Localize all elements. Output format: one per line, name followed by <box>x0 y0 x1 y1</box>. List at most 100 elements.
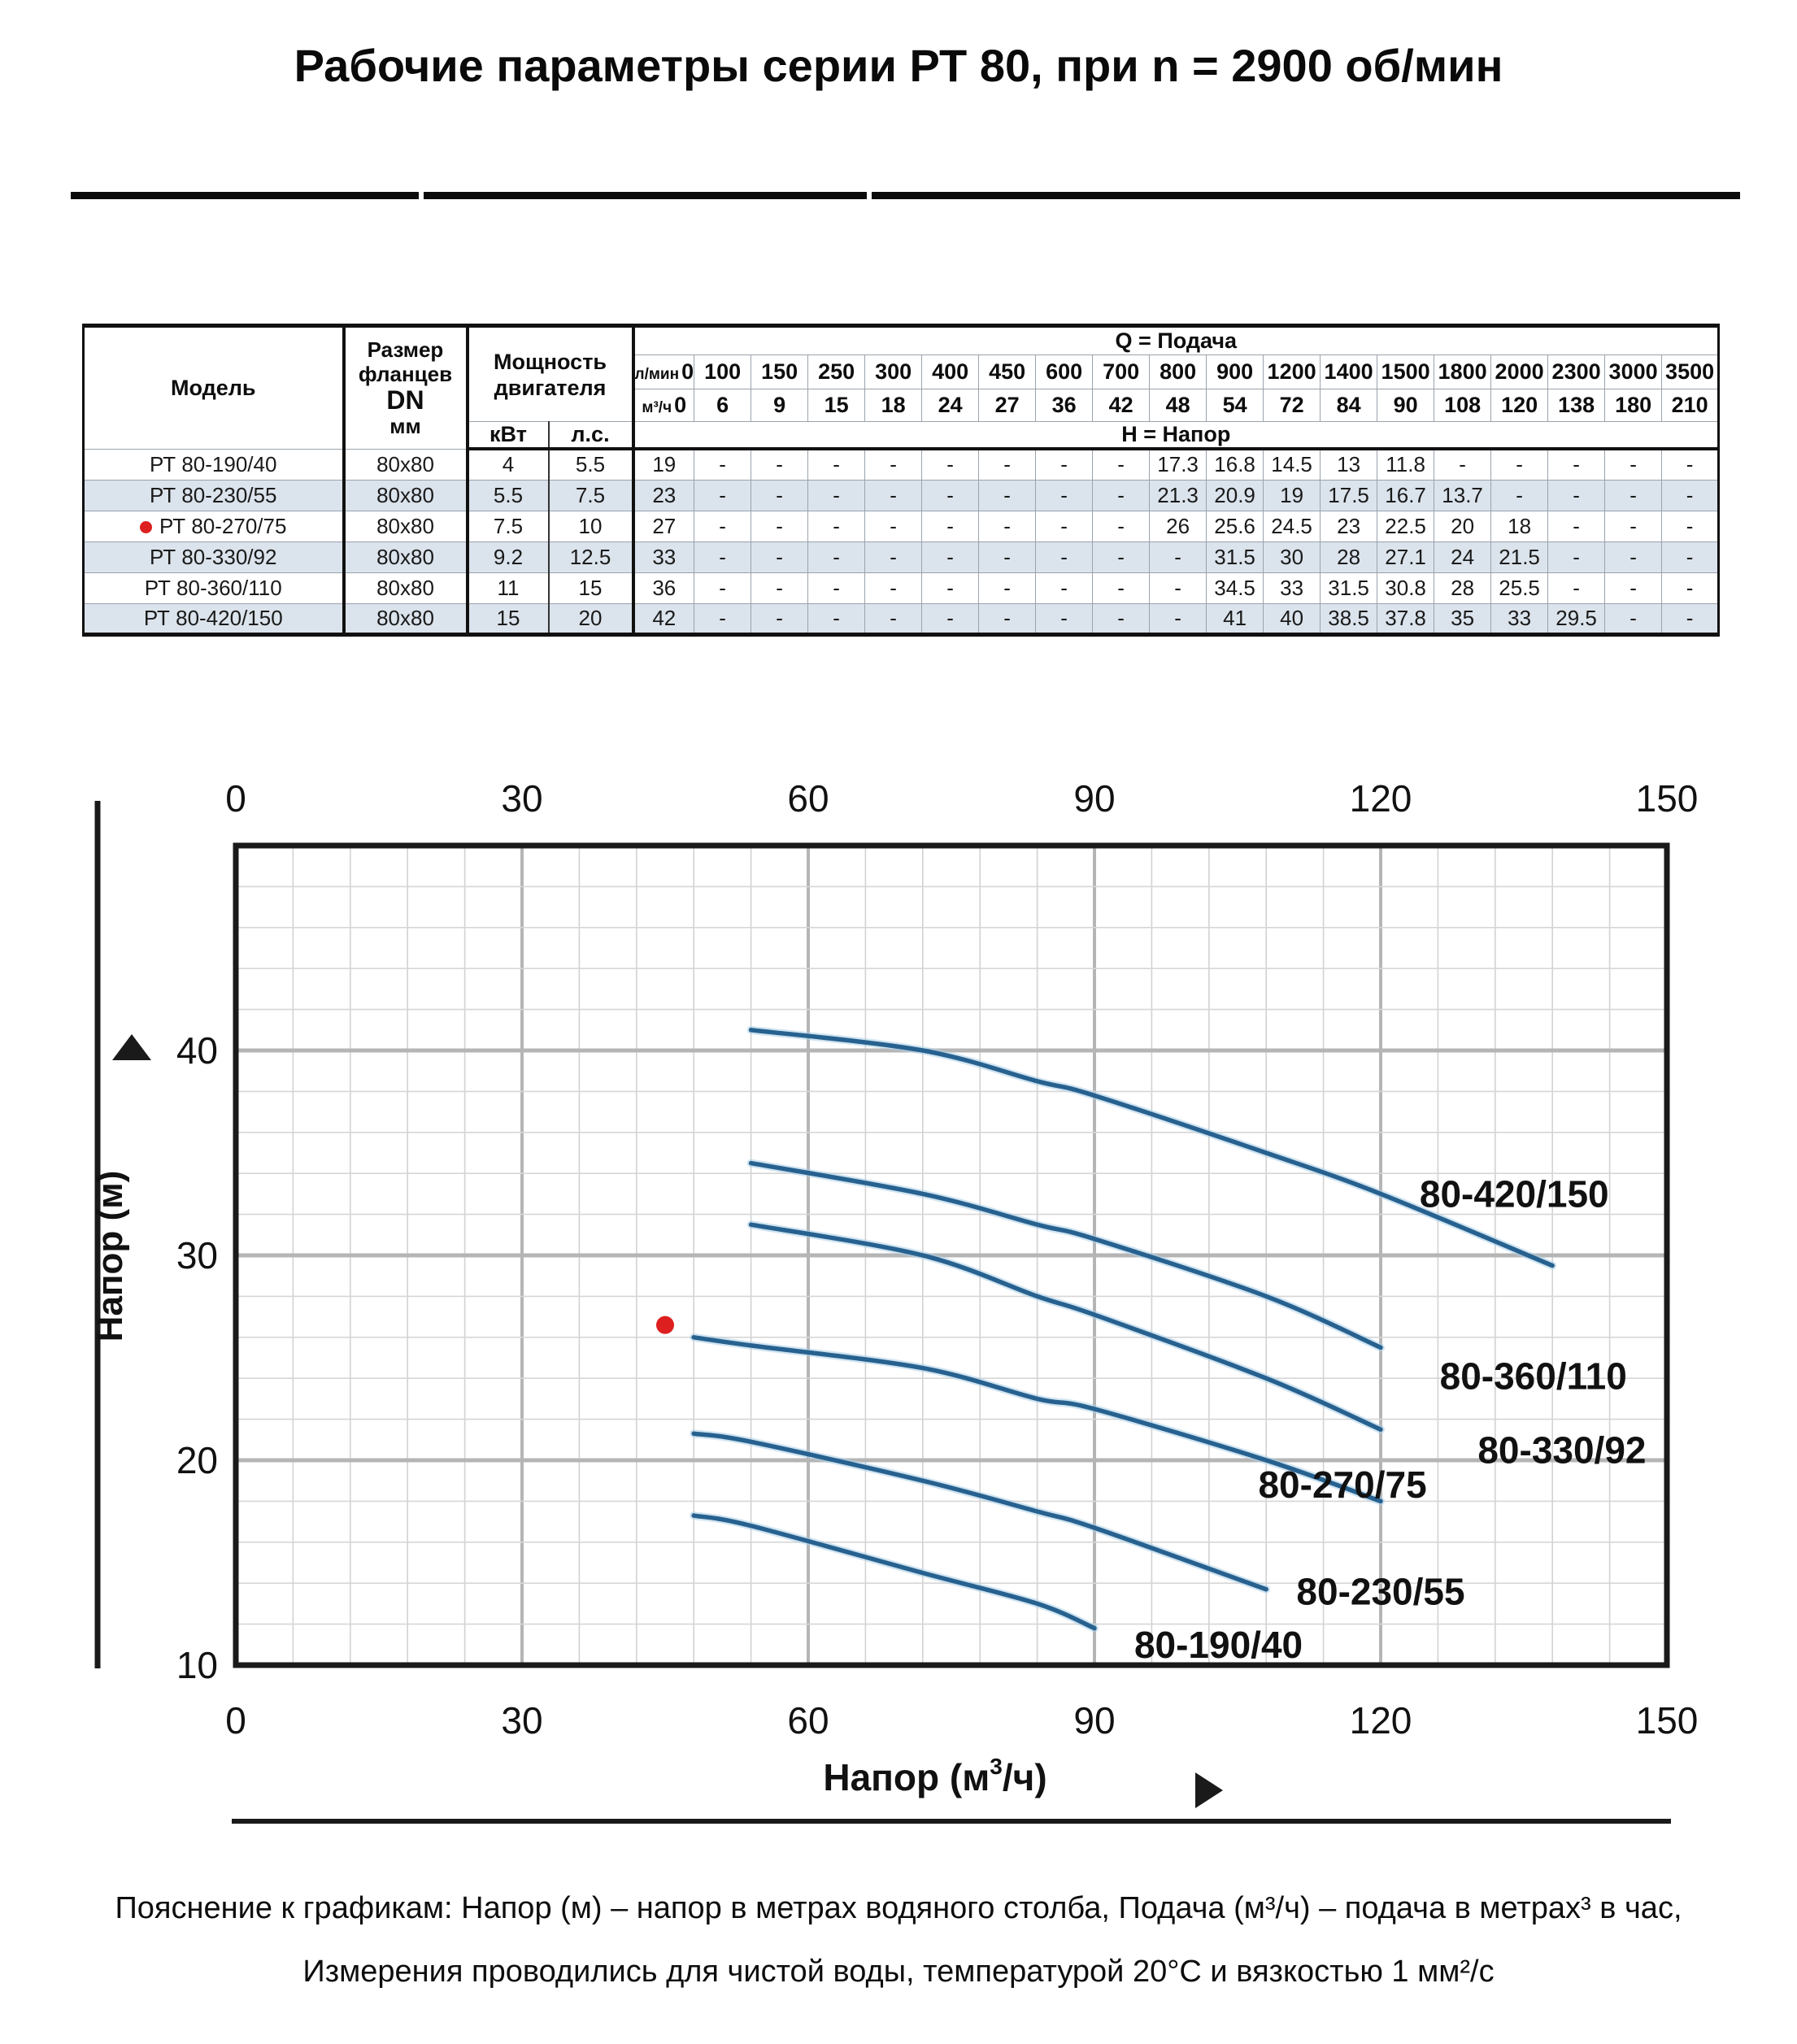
head-value-cell: - <box>978 479 1037 511</box>
flow-header-cell: 300 <box>864 354 923 389</box>
curve-80-270/75 <box>691 1335 1383 1504</box>
head-value-cell: - <box>1604 572 1663 604</box>
flow-header-cell: л/мин 0 <box>632 354 695 389</box>
q-section-title: Q = Подача <box>632 325 1720 355</box>
flow-value: 0 <box>681 359 694 384</box>
head-value-cell: - <box>807 541 866 573</box>
head-value-cell: 25.5 <box>1490 572 1549 604</box>
model-name: РТ 80-420/150 <box>83 602 346 635</box>
model-name: РТ 80-330/92 <box>83 541 346 573</box>
flange-header-line: DN <box>386 385 424 415</box>
curve-label-80-330/92: 80-330/92 <box>1477 1429 1646 1471</box>
flow-header-cell: 1400 <box>1320 354 1378 389</box>
flow-header-cell: 900 <box>1206 354 1264 389</box>
power-header-line: Мощность <box>493 349 607 374</box>
power-header-line: двигателя <box>494 375 607 400</box>
head-value-cell: 25.6 <box>1206 510 1264 542</box>
page-title: Рабочие параметры серии РТ 80, при n = 2… <box>294 40 1503 91</box>
head-value-cell: - <box>1149 541 1207 573</box>
head-value-cell: - <box>1092 541 1151 573</box>
head-value-cell: - <box>1604 510 1663 542</box>
head-value-cell: - <box>1661 479 1720 511</box>
table-row: РТ 80-330/92 80х80 9.2 12.5 33- - - - - - - - -31.5 3… <box>83 541 1720 573</box>
flow-header-cell: м³/ч 0 <box>632 389 695 422</box>
head-value-cell: - <box>978 572 1037 604</box>
head-value-cell: - <box>864 602 923 635</box>
head-value-cell: - <box>864 572 923 604</box>
curve-80-330/92 <box>748 1222 1383 1432</box>
flow-header-cell: 36 <box>1035 389 1094 422</box>
head-value-cell: - <box>1092 510 1151 542</box>
flow-header-cell: 150 <box>751 354 809 389</box>
flow-header-cell: 108 <box>1434 389 1492 422</box>
power-kw-value: 7.5 <box>467 510 550 542</box>
flow-header-cell: 54 <box>1206 389 1264 422</box>
table-row: РТ 80-190/40 80х80 4 5.5 19- - - - - - - -17.3 16.8 1… <box>83 448 1720 481</box>
x-tick-top: 60 <box>787 777 829 820</box>
marked-model-dot-icon <box>140 521 153 534</box>
head-value-cell: - <box>1035 479 1094 511</box>
flow-header-cell: 42 <box>1092 389 1151 422</box>
head-value-cell: - <box>751 602 809 635</box>
model-text: РТ 80-270/75 <box>159 513 287 538</box>
flow-header-cell: 18 <box>864 389 923 422</box>
head-value-cell: - <box>694 602 752 635</box>
flange-value: 80х80 <box>343 479 469 511</box>
duty-point-marker <box>656 1316 674 1334</box>
curve-labels: 80-190/40 80-230/55 80-270/75 80-330/92 80-3… <box>1134 1172 1647 1665</box>
power-kw-value: 11 <box>467 572 550 604</box>
divider-rule <box>872 192 1740 199</box>
head-value-cell: - <box>864 479 923 511</box>
head-value-cell: 17.5 <box>1320 479 1378 511</box>
head-value-cell: 33 <box>1263 572 1321 604</box>
unit-header-hp: л.с. <box>548 421 635 450</box>
head-value-cell: - <box>1035 541 1094 573</box>
flange-value: 80х80 <box>343 510 469 542</box>
x-tick-bottom: 30 <box>501 1699 542 1742</box>
head-value-cell: - <box>1547 510 1606 542</box>
head-value-cell: 42 <box>632 602 695 635</box>
head-value-cell: 23 <box>1320 510 1378 542</box>
y-axis-arrow-up-icon <box>112 1034 151 1060</box>
head-value-cell: - <box>1547 572 1606 604</box>
flow-header-cell: 250 <box>807 354 866 389</box>
head-value-cell: - <box>1035 602 1094 635</box>
model-name: РТ 80-190/40 <box>83 448 346 481</box>
head-value-cell: - <box>1604 448 1663 481</box>
head-value-cell: 20 <box>1434 510 1492 542</box>
head-value-cell: - <box>1092 602 1151 635</box>
model-name: РТ 80-360/110 <box>83 572 346 604</box>
head-value-cell: - <box>1547 448 1606 481</box>
head-value-cell: 14.5 <box>1263 448 1321 481</box>
model-name: РТ 80-270/75 <box>83 510 346 542</box>
head-value-cell: 21.3 <box>1149 479 1207 511</box>
curve-label-80-230/55: 80-230/55 <box>1296 1570 1464 1612</box>
head-value-cell: - <box>751 510 809 542</box>
head-value-cell: - <box>1661 510 1720 542</box>
power-hp-value: 15 <box>548 572 635 604</box>
head-value-cell: 23 <box>632 479 695 511</box>
head-value-cell: 30 <box>1263 541 1321 573</box>
head-value-cell: - <box>864 541 923 573</box>
head-value-cell: - <box>1661 448 1720 481</box>
flow-header-cell: 180 <box>1604 389 1663 422</box>
head-value-cell: 40 <box>1263 602 1321 635</box>
head-value-cell: 30.8 <box>1377 572 1435 604</box>
head-value-cell: - <box>1149 572 1207 604</box>
column-header-model: Модель <box>83 325 346 450</box>
head-value-cell: 38.5 <box>1320 602 1378 635</box>
head-value-cell: - <box>921 448 980 481</box>
y-tick-label: 30 <box>176 1234 218 1276</box>
column-header-power: Мощность двигателя <box>467 325 635 422</box>
unit-header-kw: кВт <box>467 421 550 450</box>
flow-header-cell: 48 <box>1149 389 1207 422</box>
head-value-cell: 18 <box>1490 510 1549 542</box>
head-value-cell: - <box>1149 602 1207 635</box>
curve-80-360/110 <box>748 1160 1383 1350</box>
head-value-cell: 13.7 <box>1434 479 1492 511</box>
curve-80-420/150 <box>748 1028 1555 1268</box>
x-tick-top: 120 <box>1350 777 1412 820</box>
flow-header-cell: 700 <box>1092 354 1151 389</box>
table-row: РТ 80-230/55 80х80 5.5 7.5 23- - - - - - - -21.3 20.… <box>83 479 1720 511</box>
curve-halo-80-190/40 <box>690 1511 1099 1633</box>
